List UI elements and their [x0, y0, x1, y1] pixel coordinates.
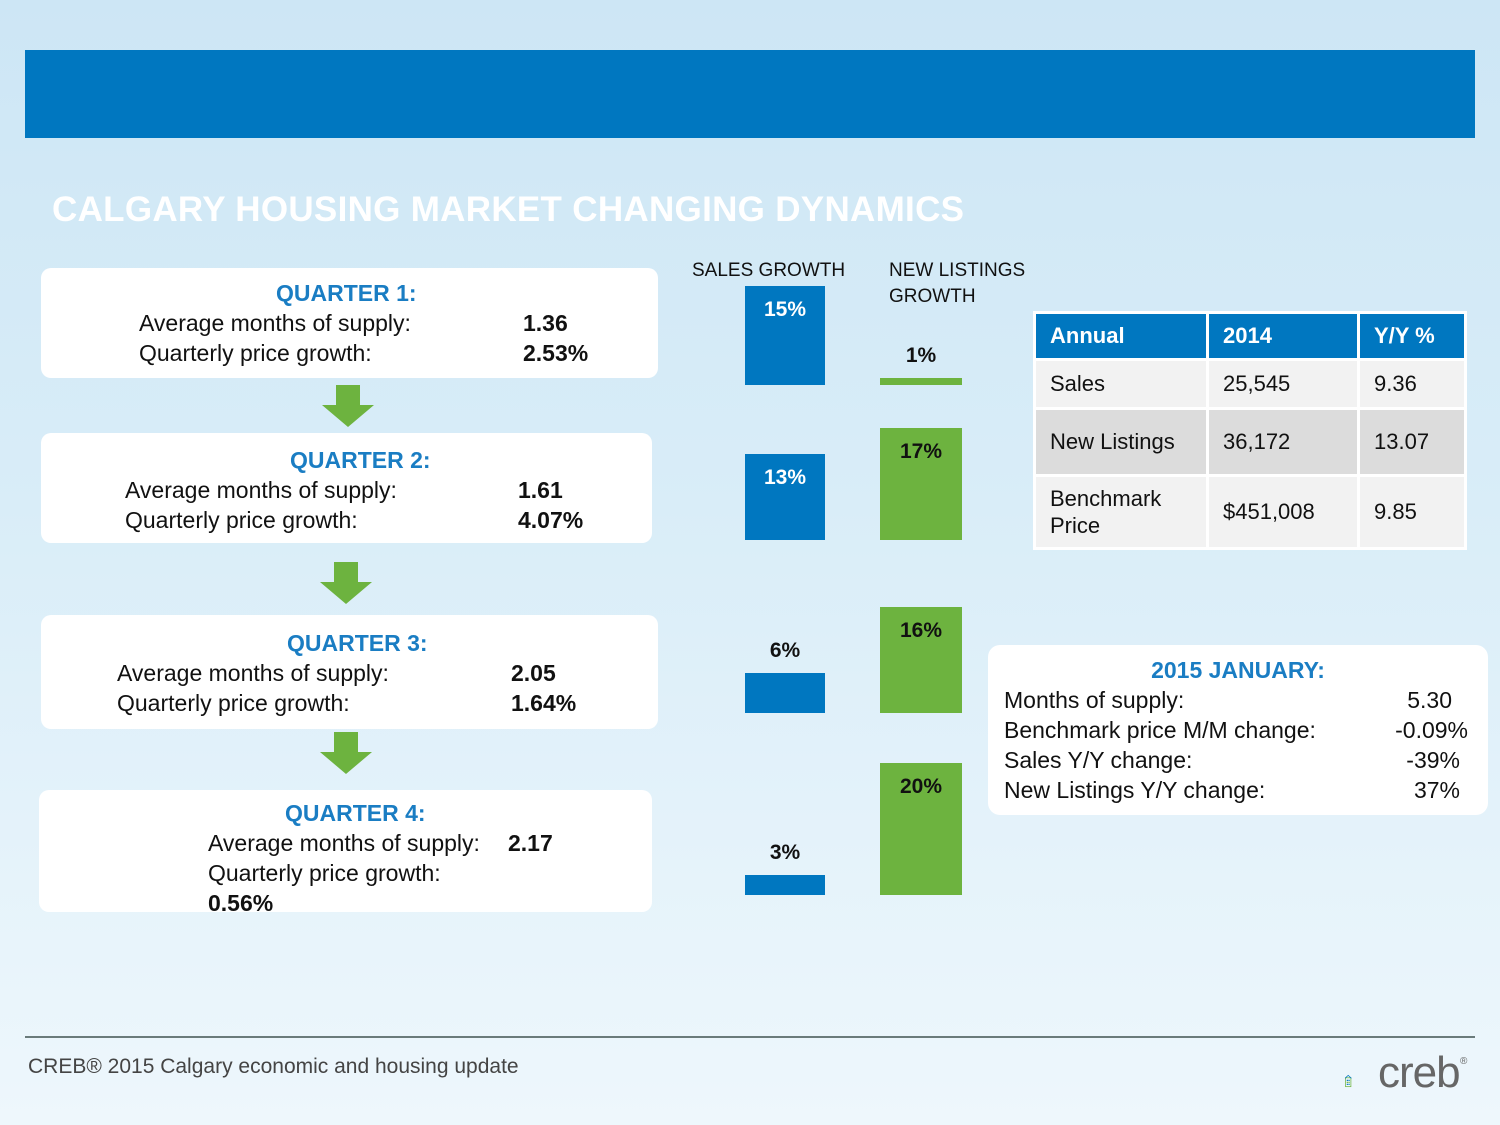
- table-cell: 36,172: [1209, 410, 1357, 474]
- sales-growth-label: 6%: [769, 639, 801, 663]
- quarter-heading: QUARTER 1:: [276, 280, 417, 306]
- table-cell: 9.85: [1360, 477, 1464, 547]
- supply-value: 2.17: [508, 830, 553, 856]
- price-growth-label: Quarterly price growth:: [208, 860, 441, 886]
- header-banner: [25, 50, 1475, 138]
- quarter-heading: QUARTER 2:: [290, 447, 431, 473]
- footer-text: CREB® 2015 Calgary economic and housing …: [28, 1055, 519, 1078]
- listings-growth-label: 17%: [899, 439, 943, 463]
- quarter-1-card: QUARTER 1: Average months of supply: 1.3…: [41, 268, 658, 378]
- price-growth-value: 1.64%: [511, 690, 577, 716]
- january-summary-card: 2015 JANUARY: Months of supply: 5.30 Ben…: [988, 645, 1488, 815]
- january-item-label: Benchmark price M/M change:: [1004, 717, 1316, 743]
- table-row: New Listings 36,172 13.07: [1036, 410, 1464, 474]
- listings-growth-label: 1%: [905, 344, 937, 368]
- sales-growth-bar: [745, 875, 825, 895]
- supply-value: 1.36: [523, 310, 568, 336]
- listings-growth-label: 20%: [899, 775, 943, 798]
- listings-growth-bar: [880, 763, 962, 895]
- listings-growth-title-line2: GROWTH: [889, 286, 976, 307]
- price-growth-label: Quarterly price growth:: [139, 340, 372, 366]
- january-item-label: Sales Y/Y change:: [1004, 747, 1193, 773]
- january-item-label: Months of supply:: [1004, 687, 1185, 713]
- sales-growth-label: 3%: [769, 841, 801, 865]
- quarter-heading: QUARTER 3:: [287, 630, 428, 656]
- sales-growth-title: SALES GROWTH: [692, 260, 846, 281]
- table-row: Sales 25,545 9.36: [1036, 361, 1464, 407]
- listings-growth-title-line1: NEW LISTINGS: [889, 260, 1026, 281]
- table-header-annual: Annual: [1036, 314, 1206, 358]
- listings-growth-bar: [880, 607, 962, 713]
- listings-growth-bar: [880, 378, 962, 385]
- january-item-value: -0.09%: [1395, 717, 1468, 743]
- sales-growth-label: 13%: [763, 466, 807, 490]
- price-growth-label: Quarterly price growth:: [117, 690, 350, 716]
- table-row: Benchmark Price $451,008 9.85: [1036, 477, 1464, 547]
- quarter-4-card: QUARTER 4: Average months of supply: 2.1…: [39, 790, 652, 916]
- price-growth-label: Quarterly price growth:: [125, 507, 358, 533]
- page-title: CALGARY HOUSING MARKET CHANGING DYNAMICS: [52, 190, 965, 229]
- supply-label: Average months of supply:: [117, 660, 389, 686]
- table-cell: $451,008: [1209, 477, 1357, 547]
- table-header-yy: Y/Y %: [1360, 314, 1464, 358]
- table-header-2014: 2014: [1209, 314, 1357, 358]
- supply-label: Average months of supply:: [208, 830, 480, 856]
- supply-label: Average months of supply:: [139, 310, 411, 336]
- table-cell: 25,545: [1209, 361, 1357, 407]
- supply-value: 1.61: [518, 477, 563, 503]
- table-cell: Benchmark Price: [1036, 477, 1206, 547]
- quarter-2-card: QUARTER 2: Average months of supply: 1.6…: [41, 433, 652, 543]
- sales-growth-bar: [745, 286, 825, 385]
- creb-logo-icon: [1345, 1074, 1352, 1088]
- price-growth-value: 4.07%: [518, 507, 584, 533]
- sales-growth-bar: [745, 673, 825, 713]
- listings-growth-label: 16%: [899, 619, 943, 643]
- down-arrow-icon: [322, 385, 374, 427]
- table-cell: 9.36: [1360, 361, 1464, 407]
- table-cell: New Listings: [1036, 410, 1206, 474]
- quarter-heading: QUARTER 4:: [285, 800, 426, 826]
- january-item-value: 5.30: [1407, 687, 1452, 713]
- sales-growth-label: 15%: [763, 298, 807, 321]
- sales-growth-bar: [745, 454, 825, 540]
- annual-table: Annual 2014 Y/Y % Sales 25,545 9.36 New …: [1033, 311, 1467, 550]
- supply-label: Average months of supply:: [125, 477, 397, 503]
- quarter-3-card: QUARTER 3: Average months of supply: 2.0…: [41, 615, 658, 729]
- creb-logo-text: creb: [1378, 1048, 1461, 1097]
- table-cell: 13.07: [1360, 410, 1464, 474]
- january-item-value: -39%: [1406, 747, 1460, 773]
- listings-growth-bar: [880, 427, 962, 540]
- footer-divider: [25, 1036, 1475, 1038]
- down-arrow-icon: [320, 562, 372, 604]
- table-cell: Sales: [1036, 361, 1206, 407]
- january-item-value: 37%: [1413, 777, 1460, 803]
- price-growth-value: 2.53%: [523, 340, 589, 366]
- january-heading: 2015 JANUARY:: [1151, 657, 1325, 683]
- down-arrow-icon: [320, 732, 372, 774]
- registered-mark: ®: [1460, 1056, 1468, 1067]
- price-growth-value: 0.56%: [208, 890, 274, 916]
- supply-value: 2.05: [511, 660, 556, 686]
- january-item-label: New Listings Y/Y change:: [1004, 777, 1266, 803]
